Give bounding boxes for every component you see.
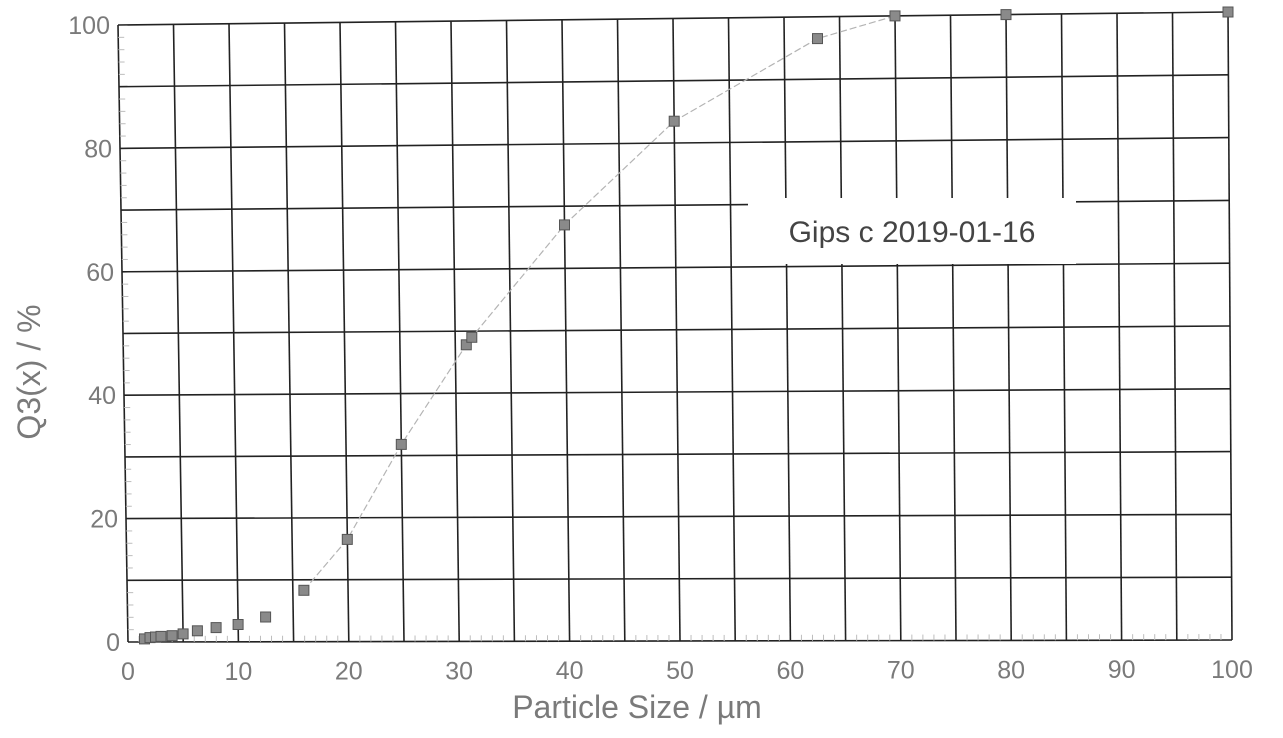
data-point [232,619,244,630]
x-tick-label: 20 [335,658,363,686]
major-grid [117,11,1233,643]
data-point [260,611,272,623]
y-tick-label: 80 [84,135,112,163]
data-point [210,622,222,634]
annotation-label: Gips c 2019-01-16 [789,216,1036,249]
x-tick-label: 10 [224,658,252,686]
grid-line-y [119,136,1229,150]
data-point [166,630,178,642]
data-point [559,219,570,231]
x-axis-title: Particle Size / µm [512,689,762,725]
grid-line-y [125,513,1232,520]
x-tick-label: 30 [445,657,473,685]
x-tick-label: 50 [666,657,694,685]
data-point [341,533,353,545]
grid-line-y [122,325,1231,335]
x-tick-label: 90 [1108,656,1136,684]
grid-line-y [127,639,1233,643]
data-point [812,33,823,45]
data-point [177,628,189,640]
data-point [889,10,901,22]
x-tick-labels: 0 10 20 30 40 50 60 70 80 90 100 [121,656,1253,686]
minor-tick-marks [118,36,1222,642]
y-tick-labels: 0 20 40 60 80 100 [68,12,120,657]
grid-line-y [121,262,1230,273]
data-point [1000,9,1012,21]
annotation-box [748,198,1076,264]
data-markers [139,6,1234,645]
data-point [466,331,478,343]
x-tick-label: 80 [997,656,1025,684]
x-tick-label: 0 [121,658,135,686]
x-tick-label: 100 [1211,656,1253,684]
x-tick-label: 60 [776,657,804,685]
y-tick-label: 40 [88,382,116,410]
grid-line-y [124,450,1231,458]
grid-line-y [123,388,1231,396]
y-tick-label: 0 [106,629,120,657]
grid-line-y [118,74,1229,88]
data-point [298,584,310,596]
y-tick-label: 100 [68,12,110,40]
data-point [191,625,203,637]
grid-line-y [117,11,1229,26]
data-point [668,115,680,127]
y-tick-label: 20 [90,506,118,534]
data-point [1222,6,1234,18]
y-axis-title: Q3(x) / % [11,304,47,439]
data-point [395,438,407,450]
x-tick-label: 70 [887,657,915,685]
data-point [155,630,167,642]
x-tick-label: 40 [556,657,584,685]
distribution-curve [303,15,896,591]
legend-annotation: Gips c 2019-01-16 [748,198,1076,264]
grid-line-y [126,576,1232,582]
y-tick-label: 60 [86,259,114,287]
